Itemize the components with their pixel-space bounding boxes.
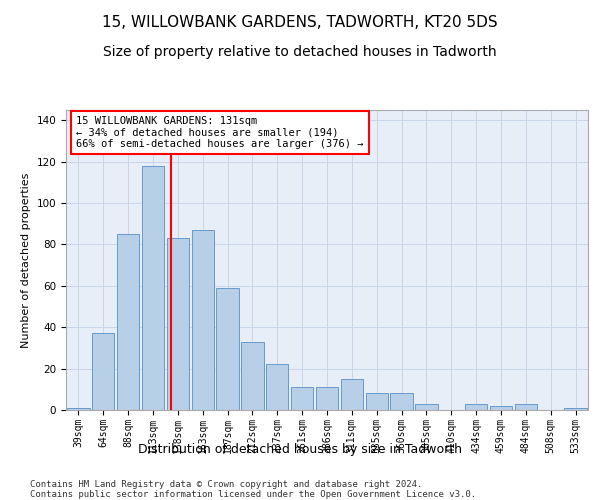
Text: Distribution of detached houses by size in Tadworth: Distribution of detached houses by size … [138,442,462,456]
Bar [565,408,587,410]
Bar [92,334,115,410]
Bar [241,342,263,410]
Bar [365,394,388,410]
Bar [415,404,437,410]
Bar [191,230,214,410]
Text: 15, WILLOWBANK GARDENS, TADWORTH, KT20 5DS: 15, WILLOWBANK GARDENS, TADWORTH, KT20 5… [102,15,498,30]
Bar [167,238,189,410]
Bar [515,404,537,410]
Bar [341,379,363,410]
Bar [117,234,139,410]
Bar [291,387,313,410]
Text: Contains HM Land Registry data © Crown copyright and database right 2024.
Contai: Contains HM Land Registry data © Crown c… [30,480,476,500]
Bar [266,364,289,410]
Bar [142,166,164,410]
Text: 15 WILLOWBANK GARDENS: 131sqm
← 34% of detached houses are smaller (194)
66% of : 15 WILLOWBANK GARDENS: 131sqm ← 34% of d… [76,116,364,149]
Bar [465,404,487,410]
Bar [490,406,512,410]
Bar [391,394,413,410]
Bar [316,387,338,410]
Bar [217,288,239,410]
Text: Size of property relative to detached houses in Tadworth: Size of property relative to detached ho… [103,45,497,59]
Bar [67,408,89,410]
Y-axis label: Number of detached properties: Number of detached properties [21,172,31,348]
